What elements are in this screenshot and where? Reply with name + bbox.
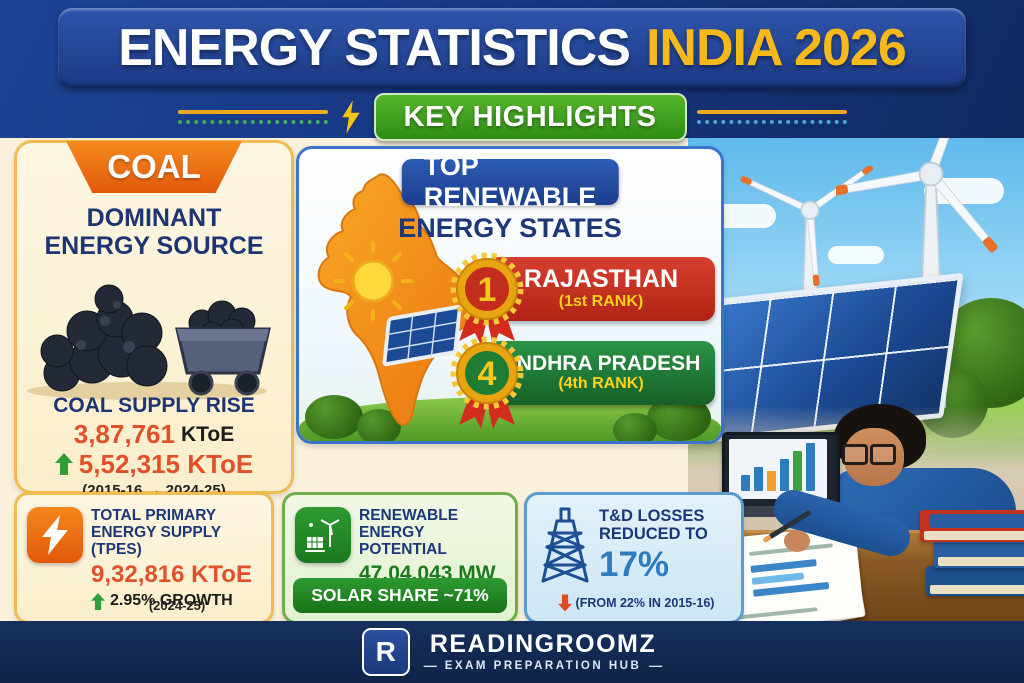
poster-title-highlight: INDIA 2026 bbox=[645, 19, 907, 77]
renewable-states-panel: TOP RENEWABLE ENERGY STATES RAJASTHAN (1… bbox=[296, 146, 724, 444]
coal-subtitle-line1: DOMINANT bbox=[86, 204, 222, 232]
tpes-period: (2024-25) bbox=[148, 598, 206, 613]
glasses-icon bbox=[842, 444, 868, 465]
brand-logo: R bbox=[361, 628, 410, 676]
tpes-growth-row: 2.95% GROWTH bbox=[91, 592, 263, 610]
footer-band: R READINGROOMZ — EXAM PREPARATION HUB — bbox=[0, 621, 1024, 683]
solar-share-label: SOLAR SHARE ~71% bbox=[311, 585, 489, 605]
poster-title: ENERGY STATISTICS bbox=[118, 19, 631, 77]
up-arrow-icon bbox=[91, 592, 105, 610]
coal-panel: COAL DOMINANT ENERGY SOURCE COAL SUPPLY … bbox=[14, 140, 294, 498]
decor-lines-right bbox=[696, 110, 847, 124]
tagline-dash: — bbox=[649, 658, 663, 674]
top-renewable-label: TOP RENEWABLE bbox=[423, 151, 597, 212]
energy-states-label: ENERGY STATES bbox=[398, 213, 622, 243]
top-renewable-banner: TOP RENEWABLE bbox=[401, 151, 619, 212]
rajasthan-banner: RAJASTHAN (1st RANK) bbox=[487, 257, 715, 321]
down-arrow-icon bbox=[557, 594, 572, 612]
coal-subtitle: DOMINANT ENERGY SOURCE bbox=[17, 204, 291, 260]
tpes-text: TOTAL PRIMARY ENERGY SUPPLY (TPES) 9,32,… bbox=[91, 507, 263, 610]
book bbox=[926, 566, 1024, 596]
brand-text: READINGROOMZ — EXAM PREPARATION HUB — bbox=[424, 629, 663, 673]
tpes-growth: 2.95% GROWTH bbox=[110, 592, 233, 610]
coal-value-to-row: 5,52,315 KToE bbox=[17, 451, 291, 477]
state-rank: (4th RANK) bbox=[558, 374, 644, 392]
tagline-dash: — bbox=[423, 658, 437, 674]
coal-subtitle-line2: ENERGY SOURCE bbox=[44, 231, 264, 260]
coal-banner: COAL bbox=[66, 141, 242, 193]
tnd-losses-card: T&D LOSSES REDUCED TO 17% (FROM 22% IN 2… bbox=[524, 492, 744, 624]
rank-1-medal-icon: 1 bbox=[450, 252, 524, 345]
tnd-title-line2: REDUCED TO bbox=[599, 525, 708, 544]
tnd-note-row: (FROM 22% IN 2015-16) bbox=[533, 594, 739, 612]
key-highlights-banner: KEY HIGHLIGHTS bbox=[373, 93, 687, 141]
tpes-card: TOTAL PRIMARY ENERGY SUPPLY (TPES) 9,32,… bbox=[14, 492, 274, 624]
title-banner: ENERGY STATISTICS INDIA 2026 bbox=[58, 8, 966, 88]
renewable-title-line2: POTENTIAL bbox=[359, 541, 447, 559]
book bbox=[934, 540, 1024, 568]
brand-tagline-row: — EXAM PREPARATION HUB — bbox=[424, 658, 663, 673]
laptop-chart bbox=[729, 439, 827, 499]
tree bbox=[613, 413, 657, 441]
sun-icon bbox=[333, 241, 413, 321]
india-map-icon bbox=[317, 173, 488, 426]
cloud bbox=[828, 246, 884, 264]
up-arrow-icon bbox=[54, 453, 73, 475]
glasses-icon bbox=[870, 444, 896, 465]
lightning-bolt-icon bbox=[339, 96, 362, 138]
coal-stats: COAL SUPPLY RISE 3,87,761 KToE 5,52,315 … bbox=[17, 395, 291, 498]
lightning-icon bbox=[27, 507, 83, 563]
coal-pile-and-cart-icon bbox=[27, 284, 271, 400]
tnd-note: (FROM 22% IN 2015-16) bbox=[575, 596, 715, 610]
state-name: ANDHRA PRADESH bbox=[501, 351, 701, 375]
transmission-tower-icon bbox=[541, 507, 589, 583]
coal-value-to: 5,52,315 KToE bbox=[78, 449, 254, 479]
andhra-pradesh-banner: ANDHRA PRADESH (4th RANK) bbox=[487, 341, 715, 405]
tnd-value: 17% bbox=[599, 545, 670, 585]
rank-4-medal-icon: 4 bbox=[450, 336, 524, 429]
svg-text:4: 4 bbox=[478, 355, 497, 393]
coal-value-from: 3,87,761 bbox=[73, 419, 175, 449]
key-highlights-label: KEY HIGHLIGHTS bbox=[403, 100, 657, 133]
tpes-title-line2: ENERGY SUPPLY (TPES) bbox=[91, 524, 221, 559]
renewable-title-line1: RENEWABLE ENERGY bbox=[359, 507, 459, 542]
tnd-title-line1: T&D LOSSES bbox=[599, 507, 705, 525]
svg-text:1: 1 bbox=[478, 271, 497, 309]
brand-tagline: EXAM PREPARATION HUB bbox=[444, 659, 642, 672]
brand-name: READINGROOMZ bbox=[429, 629, 657, 658]
tpes-title-line1: TOTAL PRIMARY bbox=[91, 507, 217, 524]
renewable-text: RENEWABLE ENERGY POTENTIAL 47,04,043 MW bbox=[359, 507, 509, 586]
decor-lines-left bbox=[177, 110, 328, 124]
header-band: ENERGY STATISTICS INDIA 2026 KEY HIGHLIG… bbox=[0, 0, 1024, 141]
student-hand bbox=[784, 530, 810, 552]
brand-logo-letter: R bbox=[375, 636, 396, 667]
tree bbox=[305, 395, 363, 439]
renewable-potential-card: RENEWABLE ENERGY POTENTIAL 47,04,043 MW … bbox=[282, 492, 518, 624]
tnd-text: T&D LOSSES REDUCED TO 17% bbox=[599, 507, 737, 585]
state-name: RAJASTHAN bbox=[523, 264, 679, 293]
mini-solar-panel-icon bbox=[382, 304, 462, 367]
coal-banner-label: COAL bbox=[107, 148, 201, 185]
illustration-scene bbox=[688, 138, 1024, 621]
coal-unit-from: KToE bbox=[180, 422, 235, 446]
key-highlights-row: KEY HIGHLIGHTS bbox=[0, 93, 1024, 141]
solar-share-banner: SOLAR SHARE ~71% bbox=[293, 578, 507, 613]
coal-stat-title: COAL SUPPLY RISE bbox=[53, 394, 255, 417]
coal-value-from-row: 3,87,761 KToE bbox=[17, 421, 291, 447]
renewable-energy-icon bbox=[295, 507, 351, 563]
book bbox=[920, 510, 1024, 542]
state-rank: (1st RANK) bbox=[558, 292, 644, 310]
tpes-value: 9,32,816 KToE bbox=[91, 561, 252, 589]
